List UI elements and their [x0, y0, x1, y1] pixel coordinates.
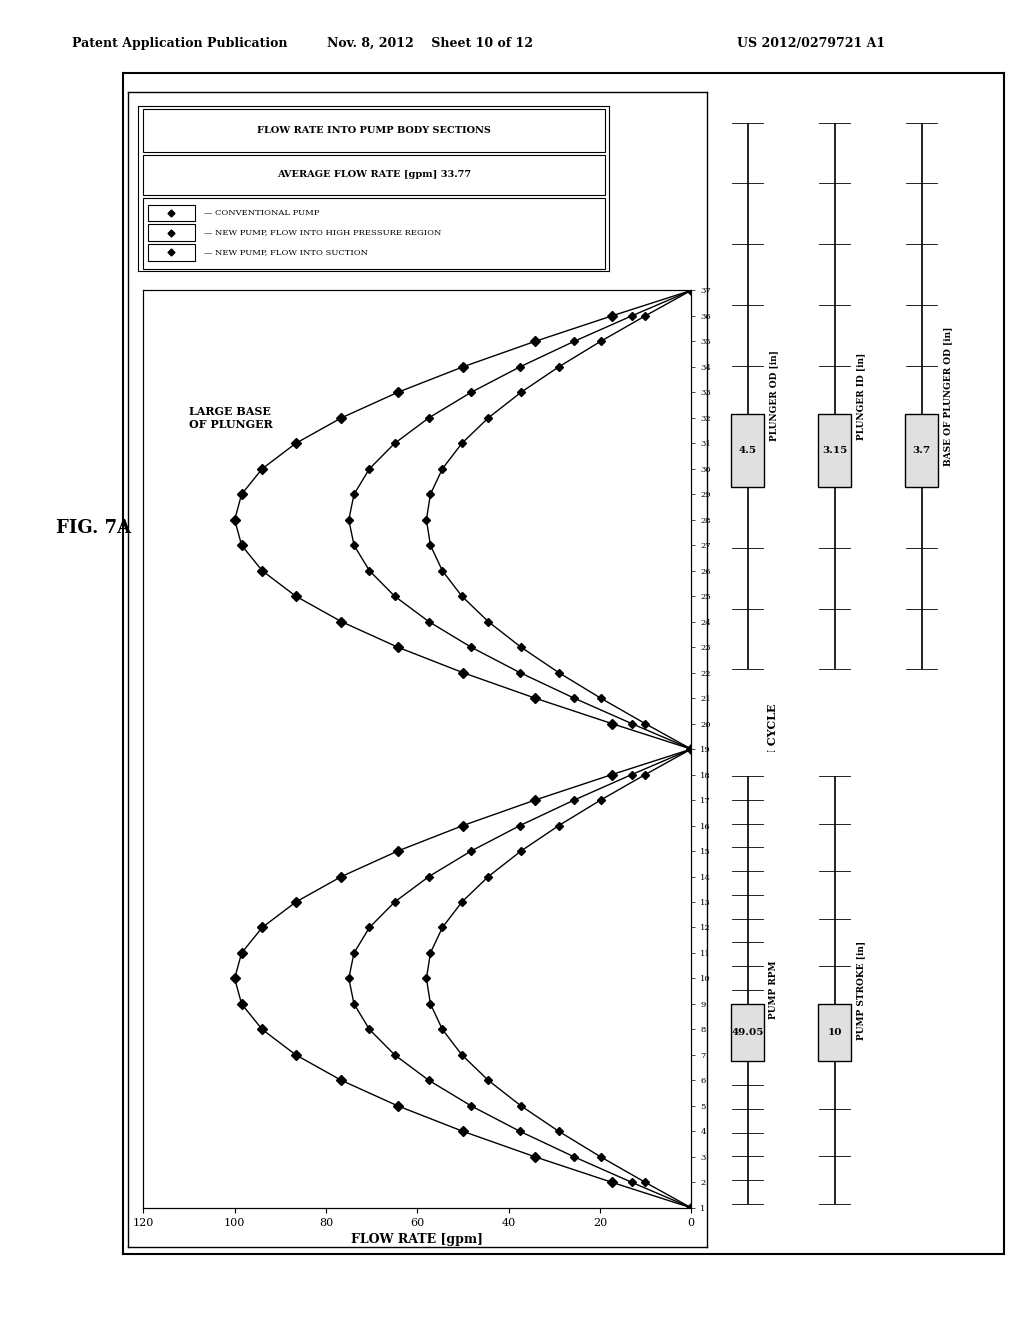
Text: 10: 10 [827, 1028, 842, 1038]
Text: AVERAGE FLOW RATE [gpm] 33.77: AVERAGE FLOW RATE [gpm] 33.77 [276, 170, 471, 180]
Text: FIG. 7A: FIG. 7A [56, 519, 131, 537]
Text: PLUNGER OD [in]: PLUNGER OD [in] [769, 351, 778, 441]
FancyBboxPatch shape [817, 414, 852, 487]
Text: 3.15: 3.15 [822, 446, 847, 455]
Text: US 2012/0279721 A1: US 2012/0279721 A1 [737, 37, 886, 50]
Text: 4.5: 4.5 [738, 446, 757, 455]
FancyBboxPatch shape [147, 205, 195, 220]
Text: 3.7: 3.7 [912, 446, 931, 455]
FancyBboxPatch shape [143, 108, 604, 152]
X-axis label: FLOW RATE [gpm]: FLOW RATE [gpm] [351, 1233, 483, 1246]
Text: Nov. 8, 2012    Sheet 10 of 12: Nov. 8, 2012 Sheet 10 of 12 [327, 37, 534, 50]
Text: PLUNGER ID [in]: PLUNGER ID [in] [856, 352, 865, 440]
FancyBboxPatch shape [730, 1005, 764, 1061]
Text: — NEW PUMP, FLOW INTO HIGH PRESSURE REGION: — NEW PUMP, FLOW INTO HIGH PRESSURE REGI… [204, 228, 441, 236]
FancyBboxPatch shape [730, 414, 764, 487]
FancyBboxPatch shape [143, 198, 604, 269]
Text: 49.05: 49.05 [731, 1028, 764, 1038]
Text: BASE OF PLUNGER OD [in]: BASE OF PLUNGER OD [in] [943, 326, 952, 466]
Text: Patent Application Publication: Patent Application Publication [72, 37, 287, 50]
FancyBboxPatch shape [143, 154, 604, 194]
FancyBboxPatch shape [147, 224, 195, 240]
Text: — CONVENTIONAL PUMP: — CONVENTIONAL PUMP [204, 209, 319, 216]
FancyBboxPatch shape [147, 244, 195, 260]
FancyBboxPatch shape [905, 414, 938, 487]
Text: PUMP STROKE [in]: PUMP STROKE [in] [856, 940, 865, 1040]
Text: LARGE BASE
OF PLUNGER: LARGE BASE OF PLUNGER [189, 407, 272, 430]
Text: — NEW PUMP, FLOW INTO SUCTION: — NEW PUMP, FLOW INTO SUCTION [204, 248, 369, 256]
Text: FLOW RATE INTO PUMP BODY SECTIONS: FLOW RATE INTO PUMP BODY SECTIONS [257, 125, 490, 135]
Text: PUMP RPM: PUMP RPM [769, 961, 778, 1019]
Y-axis label: 1/36TH CYCLE: 1/36TH CYCLE [767, 704, 777, 795]
FancyBboxPatch shape [817, 1005, 852, 1061]
